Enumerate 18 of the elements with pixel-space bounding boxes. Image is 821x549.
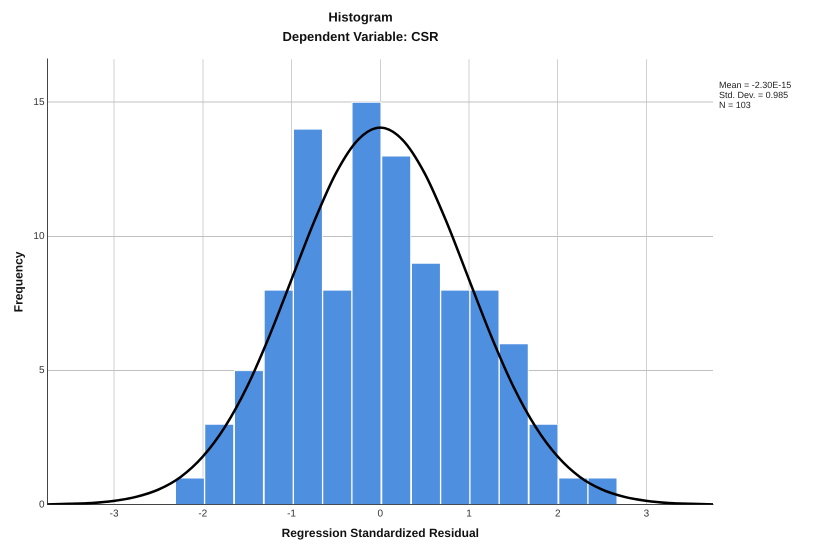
x-tick-label: 3 — [644, 508, 650, 520]
x-tick-label: 0 — [377, 508, 384, 520]
y-tick-label: 15 — [33, 96, 45, 108]
x-axis-title: Regression Standardized Residual — [282, 526, 479, 540]
chart-title: Histogram — [328, 9, 393, 24]
y-tick-label: 10 — [33, 231, 45, 242]
text: Std. Dev. = 0.985 — [719, 90, 788, 100]
x-tick-label: -1 — [287, 508, 296, 520]
y-axis-title: Frequency — [12, 251, 26, 312]
y-tick-label: 5 — [38, 365, 45, 376]
x-tick-label: 1 — [466, 508, 472, 520]
x-tick-label: -3 — [110, 508, 119, 520]
text: Mean = -2.30E-15 — [719, 80, 792, 90]
chart-subtitle: Dependent Variable: CSR — [282, 28, 440, 44]
y-tick-label: 0 — [38, 499, 45, 510]
x-tick-label: -2 — [198, 508, 208, 520]
text: N = 103 — [719, 100, 751, 110]
x-tick-label: 2 — [554, 508, 561, 520]
